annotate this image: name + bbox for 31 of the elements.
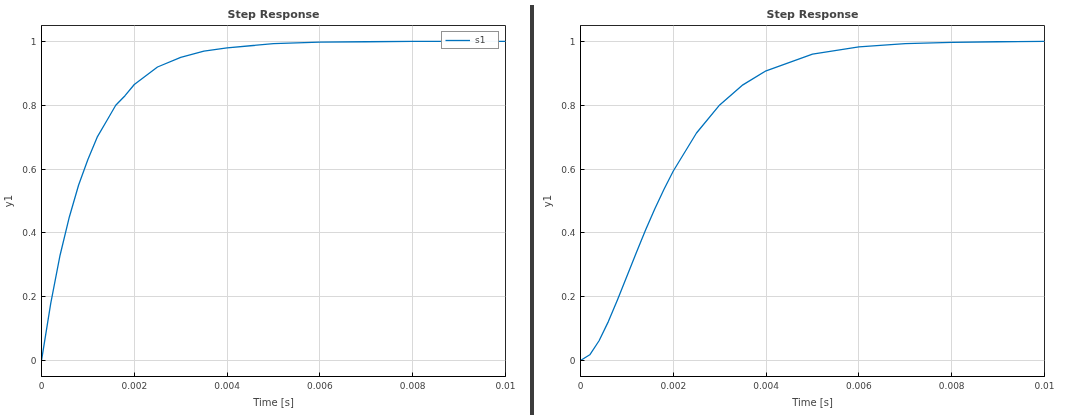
x-tick-label: 0.01 [1034, 380, 1055, 391]
x-axis-title: Time [s] [791, 396, 833, 408]
y-axis-title: y1 [542, 194, 554, 208]
chart-title: Step Response [227, 7, 320, 21]
y-tick-label: 0.2 [561, 292, 576, 303]
y-tick-label: 0.2 [22, 292, 37, 303]
y-tick-label: 0.8 [561, 100, 576, 111]
x-tick-label: 0 [577, 380, 584, 391]
chart-title: Step Response [766, 7, 859, 21]
x-tick-label: 0.004 [753, 380, 780, 391]
x-tick-label: 0.008 [399, 380, 426, 391]
x-tick-label: 0.002 [121, 380, 148, 391]
y-tick-label: 0.4 [561, 228, 576, 239]
x-tick-label: 0.006 [307, 380, 334, 391]
x-tick-label: 0.006 [846, 380, 873, 391]
y-tick-label: 0 [30, 356, 37, 367]
y-tick-label: 0.4 [22, 228, 37, 239]
y-tick-label: 0.8 [22, 100, 37, 111]
y-tick-label: 0.6 [22, 164, 37, 175]
y-tick-label: 0 [569, 356, 576, 367]
y-axis-title: y1 [3, 194, 15, 208]
x-axis-title: Time [s] [252, 396, 294, 408]
y-tick-label: 1 [30, 36, 37, 47]
y-tick-label: 1 [569, 36, 576, 47]
x-tick-label: 0.004 [214, 380, 241, 391]
x-tick-label: 0.008 [938, 380, 965, 391]
legend-label: s1 [475, 35, 487, 45]
y-tick-label: 0.6 [561, 164, 576, 175]
x-tick-label: 0.01 [495, 380, 516, 391]
x-tick-label: 0.002 [660, 380, 687, 391]
x-tick-label: 0 [38, 380, 45, 391]
